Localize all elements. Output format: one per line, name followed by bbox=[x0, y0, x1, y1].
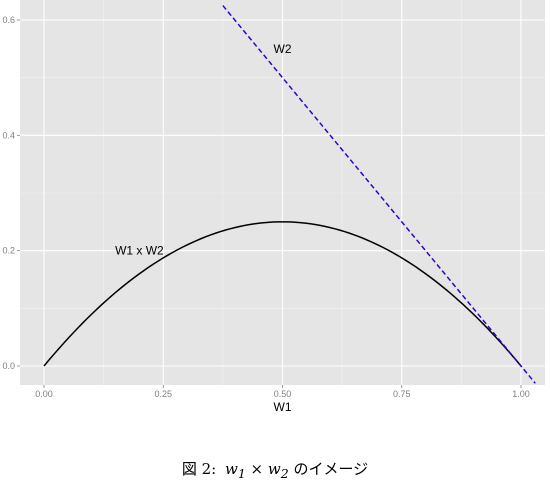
caption-suffix: のイメージ bbox=[293, 460, 369, 478]
caption-w1-subscript: 1 bbox=[237, 466, 246, 481]
w1xw2-curve bbox=[43, 221, 522, 367]
caption-w1: w1 bbox=[224, 460, 246, 481]
x-tick-label: 0.25 bbox=[154, 389, 172, 399]
caption-w1-symbol: w bbox=[224, 460, 238, 478]
annotations: W2 W1 x W2 bbox=[115, 42, 292, 258]
x-tick-label: 1.00 bbox=[512, 389, 530, 399]
y-tick-label: 0.0 bbox=[2, 361, 15, 371]
axis-ticks: 0.00 0.25 0.50 0.75 1.00 0.0 0.2 0.4 0.6 bbox=[2, 15, 529, 399]
x-tick-label: 0.50 bbox=[274, 389, 292, 399]
figure-caption: 図 2: w1 × w2 のイメージ bbox=[0, 458, 550, 481]
chart: 0.00 0.25 0.50 0.75 1.00 0.0 0.2 0.4 0.6 W2 W1 x … bbox=[2, 0, 545, 414]
caption-times: × bbox=[250, 460, 264, 478]
y-tick-label: 0.2 bbox=[2, 246, 15, 256]
y-tick-label: 0.6 bbox=[2, 15, 15, 25]
caption-label: 図 2: bbox=[181, 460, 217, 478]
caption-w2-symbol: w bbox=[267, 460, 281, 478]
x-tick-label: 0.00 bbox=[35, 389, 53, 399]
caption-w2-subscript: 2 bbox=[280, 466, 289, 481]
x-tick-label: 0.75 bbox=[393, 389, 411, 399]
w2-dashed-line bbox=[222, 5, 536, 384]
x-axis-title: W1 bbox=[274, 400, 292, 414]
annotation-label: W1 x W2 bbox=[115, 244, 164, 258]
major-gridlines bbox=[20, 0, 545, 385]
annotation-label: W2 bbox=[274, 42, 292, 56]
y-tick-label: 0.4 bbox=[2, 130, 15, 140]
series-layer bbox=[43, 5, 536, 384]
caption-w2: w2 bbox=[267, 460, 289, 481]
